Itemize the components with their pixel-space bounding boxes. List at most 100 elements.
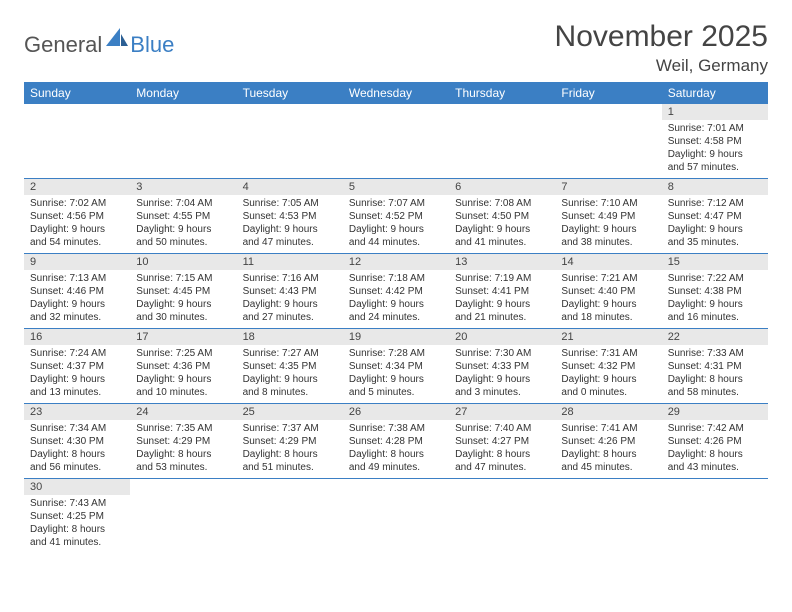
calendar-day-cell <box>130 104 236 179</box>
sunset-text: Sunset: 4:33 PM <box>455 360 549 373</box>
day-body: Sunrise: 7:08 AMSunset: 4:50 PMDaylight:… <box>449 195 555 253</box>
sunrise-text: Sunrise: 7:16 AM <box>243 272 337 285</box>
day-number: 23 <box>24 404 130 420</box>
sunrise-text: Sunrise: 7:38 AM <box>349 422 443 435</box>
daylight-text: Daylight: 8 hours and 43 minutes. <box>668 448 762 474</box>
calendar-day-cell: 28Sunrise: 7:41 AMSunset: 4:26 PMDayligh… <box>555 404 661 479</box>
sunset-text: Sunset: 4:27 PM <box>455 435 549 448</box>
calendar-day-cell: 24Sunrise: 7:35 AMSunset: 4:29 PMDayligh… <box>130 404 236 479</box>
daylight-text: Daylight: 9 hours and 27 minutes. <box>243 298 337 324</box>
day-number: 15 <box>662 254 768 270</box>
day-body: Sunrise: 7:40 AMSunset: 4:27 PMDaylight:… <box>449 420 555 478</box>
sunset-text: Sunset: 4:50 PM <box>455 210 549 223</box>
calendar-day-cell: 14Sunrise: 7:21 AMSunset: 4:40 PMDayligh… <box>555 254 661 329</box>
sunset-text: Sunset: 4:41 PM <box>455 285 549 298</box>
sunset-text: Sunset: 4:36 PM <box>136 360 230 373</box>
weekday-header: Monday <box>130 82 236 104</box>
day-number: 26 <box>343 404 449 420</box>
day-number <box>130 104 236 120</box>
day-body: Sunrise: 7:19 AMSunset: 4:41 PMDaylight:… <box>449 270 555 328</box>
sunset-text: Sunset: 4:31 PM <box>668 360 762 373</box>
calendar-day-cell <box>343 104 449 179</box>
sunset-text: Sunset: 4:40 PM <box>561 285 655 298</box>
day-number <box>237 104 343 120</box>
day-number: 30 <box>24 479 130 495</box>
sunrise-text: Sunrise: 7:41 AM <box>561 422 655 435</box>
day-body: Sunrise: 7:01 AMSunset: 4:58 PMDaylight:… <box>662 120 768 178</box>
day-number <box>555 479 661 495</box>
sunrise-text: Sunrise: 7:30 AM <box>455 347 549 360</box>
sunrise-text: Sunrise: 7:33 AM <box>668 347 762 360</box>
logo-text-blue: Blue <box>130 32 174 58</box>
calendar-day-cell: 11Sunrise: 7:16 AMSunset: 4:43 PMDayligh… <box>237 254 343 329</box>
calendar-day-cell: 5Sunrise: 7:07 AMSunset: 4:52 PMDaylight… <box>343 179 449 254</box>
sunrise-text: Sunrise: 7:10 AM <box>561 197 655 210</box>
sunrise-text: Sunrise: 7:19 AM <box>455 272 549 285</box>
sunrise-text: Sunrise: 7:37 AM <box>243 422 337 435</box>
day-body: Sunrise: 7:28 AMSunset: 4:34 PMDaylight:… <box>343 345 449 403</box>
calendar-day-cell: 27Sunrise: 7:40 AMSunset: 4:27 PMDayligh… <box>449 404 555 479</box>
calendar-day-cell <box>662 479 768 554</box>
sunset-text: Sunset: 4:52 PM <box>349 210 443 223</box>
daylight-text: Daylight: 9 hours and 32 minutes. <box>30 298 124 324</box>
day-body: Sunrise: 7:12 AMSunset: 4:47 PMDaylight:… <box>662 195 768 253</box>
calendar-day-cell: 8Sunrise: 7:12 AMSunset: 4:47 PMDaylight… <box>662 179 768 254</box>
day-number <box>449 104 555 120</box>
daylight-text: Daylight: 9 hours and 44 minutes. <box>349 223 443 249</box>
sunset-text: Sunset: 4:32 PM <box>561 360 655 373</box>
day-number <box>449 479 555 495</box>
sunset-text: Sunset: 4:30 PM <box>30 435 124 448</box>
daylight-text: Daylight: 9 hours and 5 minutes. <box>349 373 443 399</box>
calendar-day-cell: 19Sunrise: 7:28 AMSunset: 4:34 PMDayligh… <box>343 329 449 404</box>
calendar-day-cell <box>449 104 555 179</box>
day-number: 12 <box>343 254 449 270</box>
day-number: 17 <box>130 329 236 345</box>
sunrise-text: Sunrise: 7:08 AM <box>455 197 549 210</box>
header: General Blue November 2025 Weil, Germany <box>24 20 768 76</box>
sunrise-text: Sunrise: 7:27 AM <box>243 347 337 360</box>
calendar-day-cell: 1Sunrise: 7:01 AMSunset: 4:58 PMDaylight… <box>662 104 768 179</box>
calendar-table: Sunday Monday Tuesday Wednesday Thursday… <box>24 82 768 553</box>
sunrise-text: Sunrise: 7:18 AM <box>349 272 443 285</box>
daylight-text: Daylight: 9 hours and 57 minutes. <box>668 148 762 174</box>
calendar-day-cell: 30Sunrise: 7:43 AMSunset: 4:25 PMDayligh… <box>24 479 130 554</box>
day-number: 4 <box>237 179 343 195</box>
day-body: Sunrise: 7:16 AMSunset: 4:43 PMDaylight:… <box>237 270 343 328</box>
sunset-text: Sunset: 4:58 PM <box>668 135 762 148</box>
day-number <box>343 479 449 495</box>
sunset-text: Sunset: 4:56 PM <box>30 210 124 223</box>
calendar-week-row: 30Sunrise: 7:43 AMSunset: 4:25 PMDayligh… <box>24 479 768 554</box>
day-number: 7 <box>555 179 661 195</box>
sunset-text: Sunset: 4:29 PM <box>136 435 230 448</box>
sunrise-text: Sunrise: 7:31 AM <box>561 347 655 360</box>
page-title: November 2025 <box>555 20 768 54</box>
calendar-week-row: 16Sunrise: 7:24 AMSunset: 4:37 PMDayligh… <box>24 329 768 404</box>
sunset-text: Sunset: 4:49 PM <box>561 210 655 223</box>
day-body: Sunrise: 7:24 AMSunset: 4:37 PMDaylight:… <box>24 345 130 403</box>
day-number: 14 <box>555 254 661 270</box>
calendar-week-row: 2Sunrise: 7:02 AMSunset: 4:56 PMDaylight… <box>24 179 768 254</box>
calendar-day-cell <box>24 104 130 179</box>
location-label: Weil, Germany <box>555 56 768 76</box>
day-number <box>662 479 768 495</box>
day-body: Sunrise: 7:02 AMSunset: 4:56 PMDaylight:… <box>24 195 130 253</box>
calendar-day-cell: 26Sunrise: 7:38 AMSunset: 4:28 PMDayligh… <box>343 404 449 479</box>
weekday-header-row: Sunday Monday Tuesday Wednesday Thursday… <box>24 82 768 104</box>
daylight-text: Daylight: 8 hours and 58 minutes. <box>668 373 762 399</box>
day-number: 1 <box>662 104 768 120</box>
day-number: 11 <box>237 254 343 270</box>
sunrise-text: Sunrise: 7:24 AM <box>30 347 124 360</box>
day-number: 2 <box>24 179 130 195</box>
calendar-day-cell <box>555 479 661 554</box>
calendar-week-row: 23Sunrise: 7:34 AMSunset: 4:30 PMDayligh… <box>24 404 768 479</box>
day-number: 19 <box>343 329 449 345</box>
sunset-text: Sunset: 4:29 PM <box>243 435 337 448</box>
day-body: Sunrise: 7:10 AMSunset: 4:49 PMDaylight:… <box>555 195 661 253</box>
daylight-text: Daylight: 9 hours and 8 minutes. <box>243 373 337 399</box>
day-number: 27 <box>449 404 555 420</box>
sunset-text: Sunset: 4:26 PM <box>561 435 655 448</box>
calendar-day-cell: 16Sunrise: 7:24 AMSunset: 4:37 PMDayligh… <box>24 329 130 404</box>
day-body: Sunrise: 7:04 AMSunset: 4:55 PMDaylight:… <box>130 195 236 253</box>
sunset-text: Sunset: 4:55 PM <box>136 210 230 223</box>
calendar-day-cell: 10Sunrise: 7:15 AMSunset: 4:45 PMDayligh… <box>130 254 236 329</box>
